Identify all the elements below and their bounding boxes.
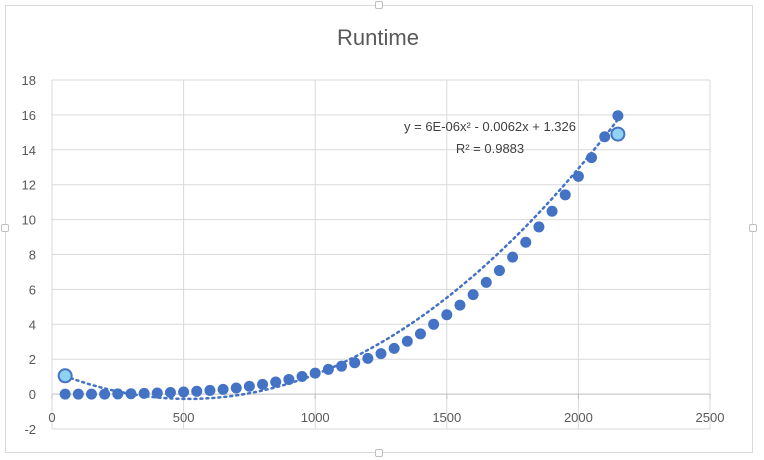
axes: -2 0 2 4 6 8 10 12 14 16 18 0 500 1000 1500 2000 2500 [22, 73, 725, 437]
data-point [309, 367, 321, 379]
x-tick-label: 1500 [432, 410, 461, 425]
trendline-path [63, 118, 620, 401]
data-point [480, 276, 492, 288]
data-point [572, 170, 584, 182]
y-tick-label: 10 [22, 213, 36, 228]
data-point [99, 388, 111, 400]
data-point [296, 370, 308, 382]
data-point [270, 376, 282, 388]
data-point [204, 384, 216, 396]
y-tick-label: 12 [22, 178, 36, 193]
y-tick-label: 18 [22, 73, 36, 88]
trendline [63, 118, 620, 401]
data-point [428, 318, 440, 330]
y-tick-label: 6 [29, 282, 36, 297]
data-point [520, 236, 532, 248]
x-tick-label: 0 [48, 410, 55, 425]
data-point [349, 357, 361, 369]
trendline-r2: R² = 0.9883 [456, 141, 524, 156]
data-point [454, 299, 466, 311]
data-point [507, 251, 519, 263]
data-point [414, 328, 426, 340]
data-point [243, 380, 255, 392]
highlighted-data-point [57, 368, 73, 384]
data-point [138, 387, 150, 399]
data-point [257, 378, 269, 390]
data-point [533, 221, 545, 233]
data-point [283, 373, 295, 385]
data-point [467, 289, 479, 301]
gridlines [51, 79, 711, 430]
data-point [612, 110, 624, 122]
y-tick-label: 14 [22, 143, 36, 158]
data-point [230, 382, 242, 394]
y-tick-label: 0 [29, 387, 36, 402]
resize-handle-top[interactable] [375, 1, 383, 9]
data-point [599, 131, 611, 143]
data-point [546, 205, 558, 217]
data-point [559, 189, 571, 201]
data-point [125, 388, 137, 400]
data-point [85, 388, 97, 400]
data-point [164, 387, 176, 399]
data-point [191, 385, 203, 397]
data-point [336, 360, 348, 372]
x-tick-label: 2500 [696, 410, 725, 425]
data-point [112, 388, 124, 400]
data-point [493, 265, 505, 277]
highlighted-data-point [610, 126, 626, 142]
y-tick-label: 16 [22, 108, 36, 123]
y-tick-label: -2 [24, 422, 36, 437]
x-tick-label: 1000 [301, 410, 330, 425]
data-point [72, 388, 84, 400]
data-point [322, 363, 334, 375]
data-point [441, 309, 453, 321]
chart-title: Runtime [337, 25, 419, 50]
data-point [178, 386, 190, 398]
data-point [59, 388, 71, 400]
data-point [151, 387, 163, 399]
trendline-equation: y = 6E-06x² - 0.0062x + 1.326 [404, 119, 576, 134]
data-point [375, 348, 387, 360]
data-point [362, 352, 374, 364]
data-point [388, 342, 400, 354]
data-points [57, 110, 626, 400]
data-point [217, 383, 229, 395]
y-tick-label: 2 [29, 352, 36, 367]
y-tick-label: 8 [29, 248, 36, 263]
x-tick-label: 500 [173, 410, 195, 425]
resize-handle-left[interactable] [1, 224, 9, 232]
resize-handle-right[interactable] [749, 224, 757, 232]
y-tick-label: 4 [29, 317, 36, 332]
x-tick-label: 2000 [564, 410, 593, 425]
data-point [586, 152, 598, 164]
data-point [401, 335, 413, 347]
resize-handle-bottom[interactable] [375, 449, 383, 457]
